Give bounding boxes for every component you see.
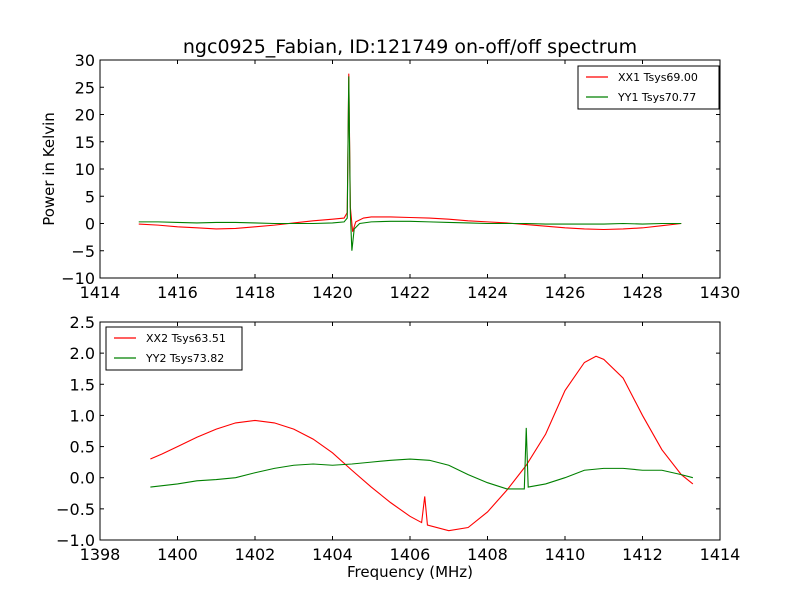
y-tick-label: −1.0 [56, 531, 95, 550]
y-tick-label: 1.0 [70, 406, 95, 425]
series-line-xx1 [138, 73, 682, 232]
x-tick-label: 1404 [312, 545, 353, 564]
x-tick-label: 1416 [157, 283, 198, 302]
x-tick-label: 1420 [312, 283, 353, 302]
y-tick-label: 15 [75, 133, 95, 152]
y-tick-label: 1.5 [70, 375, 95, 394]
x-tick-label: 1428 [622, 283, 663, 302]
y-tick-label: 2.0 [70, 344, 95, 363]
y-tick-label: 30 [75, 51, 95, 70]
chart-1: 1414 1416 1418 1420 1422 1424 1426 1428 1430 −10 −… [40, 51, 740, 302]
series-line-xx2 [150, 355, 694, 532]
legend-label: XX2 Tsys63.51 [146, 332, 226, 345]
y-tick-label: 25 [75, 78, 95, 97]
x-tick-label: 1412 [622, 545, 663, 564]
y-tick-label: −10 [61, 269, 95, 288]
y-tick-label: 0.0 [70, 469, 95, 488]
x-tick-label: 1402 [235, 545, 276, 564]
y-tick-label: 2.5 [70, 313, 95, 332]
x-axis-label: Frequency (MHz) [347, 563, 473, 581]
series-line-yy2 [150, 427, 694, 490]
x-tick-label: 1414 [80, 283, 121, 302]
x-tick-label: 1410 [545, 545, 586, 564]
x-tick-label: 1398 [80, 545, 121, 564]
y-tick-label: −5 [71, 242, 95, 261]
y-tick-label: 5 [85, 187, 95, 206]
chart-2: 1398 1400 1402 1404 1406 1408 1410 1412 1414 −1.0… [56, 313, 740, 581]
x-tick-label: 1426 [545, 283, 586, 302]
y-tick-label: 20 [75, 106, 95, 125]
legend-label: YY1 Tsys70.77 [617, 91, 696, 104]
series-line-yy1 [138, 76, 682, 251]
x-tick-label: 1424 [467, 283, 508, 302]
legend-label: XX1 Tsys69.00 [618, 71, 698, 84]
legend-box [577, 65, 720, 110]
y-tick-label: 10 [75, 160, 95, 179]
y-tick-label: 0 [85, 215, 95, 234]
x-tick-label: 1418 [235, 283, 276, 302]
x-tick-label: 1408 [467, 545, 508, 564]
x-tick-label: 1406 [390, 545, 431, 564]
y-tick-label: −0.5 [56, 500, 95, 519]
legend: XX2 Tsys63.51 YY2 Tsys73.82 [105, 326, 243, 371]
x-tick-label: 1414 [700, 545, 741, 564]
y-axis-label: Power in Kelvin [40, 112, 58, 226]
x-tick-label: 1422 [390, 283, 431, 302]
y-tick-label: 0.5 [70, 438, 95, 457]
legend-box [105, 326, 243, 371]
x-tick-label: 1430 [700, 283, 741, 302]
x-tick-label: 1400 [157, 545, 198, 564]
chart-title: ngc0925_Fabian, ID:121749 on-off/off spe… [183, 36, 637, 58]
legend-label: YY2 Tsys73.82 [145, 352, 224, 365]
plots-layer: 1414 1416 1418 1420 1422 1424 1426 1428 1430 −10 −… [40, 51, 740, 581]
legend: XX1 Tsys69.00 YY1 Tsys70.77 [577, 65, 720, 110]
